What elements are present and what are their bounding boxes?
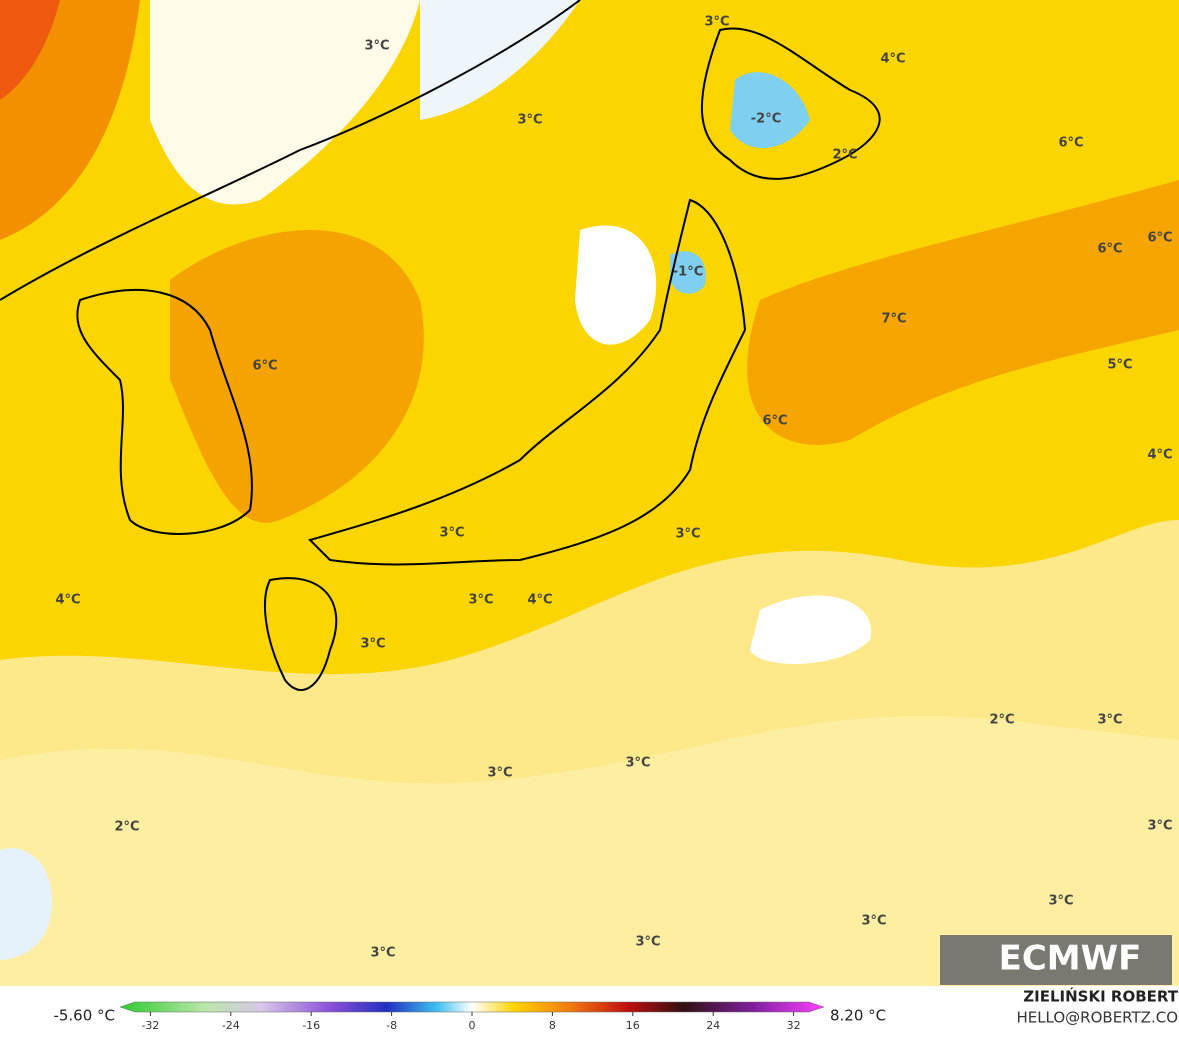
credit-name: ZIELIŃSKI ROBERT	[1023, 987, 1178, 1006]
temperature-label: -2°C	[751, 112, 781, 127]
colorbar-tick-label: -16	[302, 1019, 320, 1032]
temperature-label: 4°C	[1147, 448, 1172, 463]
temperature-label: 3°C	[439, 526, 464, 541]
temperature-label: 3°C	[675, 527, 700, 542]
temperature-label: 6°C	[762, 414, 787, 429]
colorbar-tick-label: 16	[626, 1019, 640, 1032]
temperature-label: -1°C	[673, 265, 703, 280]
colorbar-tick-label: 24	[706, 1019, 720, 1032]
colorbar-tick-label: -8	[386, 1019, 397, 1032]
temperature-label: 5°C	[1107, 358, 1132, 373]
logo: ECMWF	[999, 939, 1142, 979]
temperature-label: 3°C	[364, 39, 389, 54]
temperature-label: 3°C	[487, 766, 512, 781]
map-background	[0, 0, 1179, 986]
temperature-label: 3°C	[635, 935, 660, 950]
colorbar	[119, 1001, 825, 1013]
temperature-label: 4°C	[55, 593, 80, 608]
temperature-label: 2°C	[114, 820, 139, 835]
temperature-label: 6°C	[1147, 231, 1172, 246]
colorbar-tick-label: 0	[469, 1019, 476, 1032]
temperature-label: 4°C	[880, 52, 905, 67]
temperature-label: 3°C	[360, 637, 385, 652]
temperature-label: 7°C	[881, 312, 906, 327]
temperature-label: 3°C	[517, 113, 542, 128]
credit-contact: HELLO@ROBERTZ.CO	[1016, 1009, 1178, 1027]
colorbar-tick-label: 32	[787, 1019, 801, 1032]
temperature-label: 4°C	[527, 593, 552, 608]
temperature-label: 3°C	[1048, 894, 1073, 909]
temperature-label: 6°C	[1097, 242, 1122, 257]
temperature-label: 6°C	[1058, 136, 1083, 151]
colorbar-tick-label: 8	[549, 1019, 556, 1032]
temperature-label: 2°C	[832, 148, 857, 163]
temperature-label: 3°C	[861, 914, 886, 929]
temperature-label: 3°C	[704, 15, 729, 30]
temperature-label: 3°C	[1147, 819, 1172, 834]
colorbar-tick-label: -32	[141, 1019, 159, 1032]
temperature-label: 6°C	[252, 359, 277, 374]
temperature-label: 3°C	[1097, 713, 1122, 728]
temperature-label: 3°C	[625, 756, 650, 771]
temperature-label: 3°C	[370, 946, 395, 961]
colorbar-min: -5.60 °C	[53, 1007, 115, 1025]
temperature-label: 3°C	[468, 593, 493, 608]
colorbar-max: 8.20 °C	[830, 1007, 886, 1025]
temperature-label: 2°C	[989, 713, 1014, 728]
colorbar-tick-label: -24	[222, 1019, 240, 1032]
